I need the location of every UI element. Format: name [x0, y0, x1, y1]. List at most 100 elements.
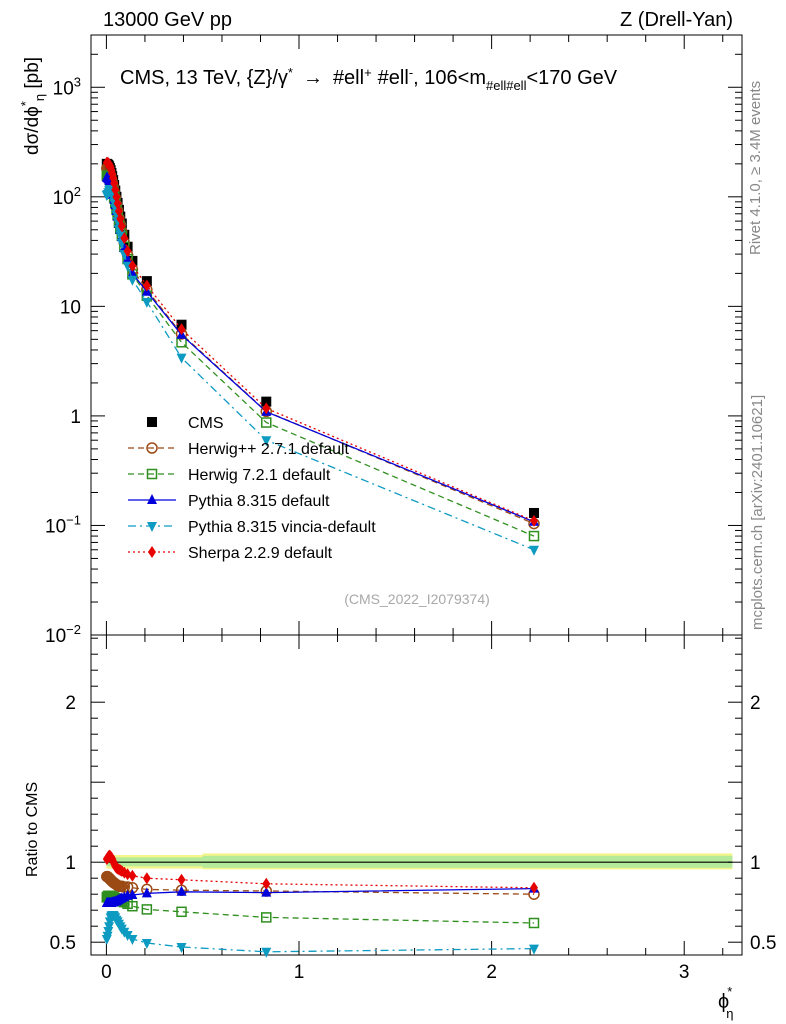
main-data-point [262, 402, 271, 415]
main-data-point [141, 297, 152, 308]
ratio-data-point [103, 927, 114, 937]
main-y-tick-label: 1 [70, 407, 81, 428]
ratio-data-point [127, 900, 138, 912]
main-data-point [123, 245, 132, 258]
ratio-panel: 0 1 2 3 0.5 0.5 1 1 2 2 [50, 634, 776, 983]
ratio-data-point [261, 912, 272, 923]
main-data-point [127, 275, 138, 286]
main-y-tick-label: 10−1 [45, 512, 81, 537]
plot-title: CMS, 13 TeV, {Z}/γ* → #ell+ #ell-, 106<m#el… [120, 65, 618, 93]
ratio-data-point [528, 944, 539, 955]
ratio-data-point [176, 885, 187, 896]
ratio-data-point [528, 917, 540, 929]
legend-entry: Herwig++ 2.7.1 default [128, 441, 350, 458]
ratio-x-tick-label: 3 [679, 962, 690, 983]
ratio-frame [90, 634, 743, 956]
legend-marker [147, 522, 157, 532]
main-data-point [120, 232, 129, 245]
ratio-data-point [262, 877, 271, 890]
header-left-title: 13000 GeV pp [103, 9, 232, 31]
main-y-ticks: 10−2 10−1 1 10 102 103 [45, 34, 742, 647]
ratio-series-herwig-2-7-1-default [101, 870, 540, 900]
main-panel: 10−2 10−1 1 10 102 103 [45, 34, 743, 647]
main-y-tick-label: 10−2 [45, 622, 81, 647]
main-data-point [128, 259, 137, 272]
main-data-point [115, 230, 126, 241]
ratio-data-point [128, 869, 137, 882]
ratio-x-tick-label: 0 [101, 962, 112, 983]
legend-label: Pythia 8.315 vincia-default [188, 519, 376, 536]
ratio-series-sherpa-2-2-9-default [102, 849, 538, 894]
ratio-data-point [104, 922, 115, 933]
ratio-data-point [176, 943, 187, 953]
ratio-data-point [141, 887, 152, 898]
ratio-x-tick-label: 1 [294, 962, 305, 983]
ratio-data-point [141, 939, 152, 949]
main-data-point [528, 545, 539, 556]
ratio-data-point [176, 906, 187, 918]
legend-entry: CMS [147, 415, 224, 432]
legend-entry: Herwig 7.2.1 default [128, 467, 331, 484]
ratio-series-pythia-8-315-default [101, 882, 539, 907]
legend-marker [147, 417, 157, 427]
ratio-data-point [122, 931, 133, 941]
ratio-data-point [123, 868, 132, 881]
ratio-data-point [261, 886, 272, 897]
legend-entry: Pythia 8.315 default [128, 493, 330, 510]
header-right-title: Z (Drell-Yan) [620, 9, 733, 31]
x-axis-label: ϕ* η [718, 984, 734, 1021]
ratio-data-point [142, 872, 151, 885]
ratio-data-point [141, 904, 153, 915]
legend-marker [146, 442, 158, 454]
main-data-point [528, 530, 540, 542]
ratio-data-point [261, 947, 272, 958]
ratio-data-point [529, 881, 538, 894]
legend-marker [146, 468, 158, 480]
ratio-y-tick-label-right: 2 [750, 693, 761, 714]
ratio-y-tick-label-left: 2 [65, 693, 76, 714]
legend-label: Herwig++ 2.7.1 default [188, 441, 350, 458]
main-data-point [529, 514, 538, 527]
legend-entry: Pythia 8.315 vincia-default [128, 519, 376, 536]
analysis-watermark: (CMS_2022_I2079374) [344, 591, 490, 607]
main-y-tick-label: 102 [53, 184, 81, 209]
ratio-data-point [127, 889, 138, 899]
main-data-point [142, 279, 151, 292]
ratio-series-pythia-8-315-vincia-default [101, 911, 539, 958]
main-series-sherpa-2-2-9-default [102, 156, 538, 527]
main-data-point [528, 507, 539, 518]
ratio-series [101, 849, 540, 958]
legend: CMS Herwig++ 2.7.1 default Herwig 7.2.1 de… [128, 415, 376, 562]
legend-label: Pythia 8.315 default [188, 493, 330, 510]
main-x-ticks [105, 35, 724, 635]
ratio-y-ticks: 0.5 0.5 1 1 2 2 [50, 637, 776, 954]
main-y-tick-label: 10 [60, 297, 81, 318]
main-data-point [117, 220, 126, 233]
main-data-point [177, 323, 186, 336]
main-y-axis-label: dσ/dϕ*η [pb] [18, 57, 47, 155]
ratio-y-tick-label-right: 1 [750, 853, 761, 874]
ratio-y-tick-label-left: 1 [65, 853, 76, 874]
ratio-data-point [177, 873, 186, 886]
main-series [101, 156, 540, 556]
rivet-version-label: Rivet 4.1.0, ≥ 3.4M events [747, 81, 764, 255]
ratio-x-tick-label: 2 [486, 962, 497, 983]
main-data-point [261, 436, 272, 447]
legend-label: Sherpa 2.2.9 default [188, 545, 333, 562]
legend-marker [147, 494, 157, 504]
main-data-point [261, 396, 272, 407]
ratio-data-point [127, 935, 138, 945]
legend-label: CMS [188, 415, 224, 432]
main-data-point [127, 267, 138, 278]
ratio-series-line [106, 855, 535, 889]
ratio-y-tick-label-right: 0.5 [750, 933, 776, 954]
main-y-tick-label: 103 [53, 74, 81, 99]
ratio-y-axis-label: Ratio to CMS [24, 782, 41, 877]
ratio-y-tick-label-left: 0.5 [50, 933, 76, 954]
ratio-uncertainty-band [106, 853, 733, 870]
main-data-point [176, 353, 187, 364]
ratio-data-point [102, 931, 113, 942]
main-data-point [261, 417, 272, 428]
legend-label: Herwig 7.2.1 default [188, 467, 331, 484]
